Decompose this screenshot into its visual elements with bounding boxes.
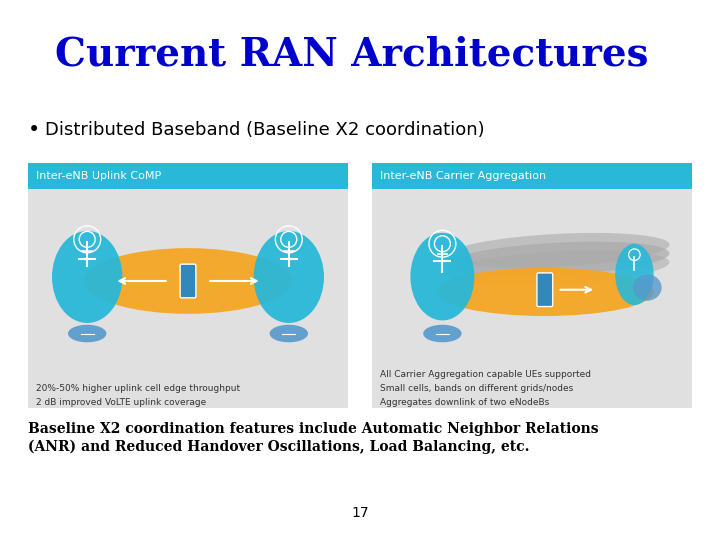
Ellipse shape [410, 233, 474, 320]
Ellipse shape [269, 325, 308, 342]
Text: 17: 17 [351, 506, 369, 520]
Ellipse shape [615, 244, 654, 305]
FancyBboxPatch shape [372, 163, 692, 189]
Text: Aggregates downlink of two eNodeBs: Aggregates downlink of two eNodeBs [380, 398, 549, 407]
Ellipse shape [253, 231, 324, 323]
Text: Baseline X2 coordination features include Automatic Neighbor Relations: Baseline X2 coordination features includ… [28, 422, 598, 436]
Text: Distributed Baseband (Baseline X2 coordination): Distributed Baseband (Baseline X2 coordi… [45, 121, 485, 139]
Text: 2 dB improved VoLTE uplink coverage: 2 dB improved VoLTE uplink coverage [36, 398, 206, 407]
FancyBboxPatch shape [372, 163, 692, 408]
Text: Inter-eNB Carrier Aggregation: Inter-eNB Carrier Aggregation [380, 171, 546, 181]
Ellipse shape [68, 325, 107, 342]
Ellipse shape [423, 325, 462, 342]
Ellipse shape [633, 274, 662, 301]
Text: Inter-eNB Uplink CoMP: Inter-eNB Uplink CoMP [36, 171, 161, 181]
FancyBboxPatch shape [180, 264, 196, 298]
Ellipse shape [436, 268, 654, 316]
Ellipse shape [52, 231, 122, 323]
Text: 20%-50% higher uplink cell edge throughput: 20%-50% higher uplink cell edge throughp… [36, 384, 240, 393]
Text: (ANR) and Reduced Handover Oscillations, Load Balancing, etc.: (ANR) and Reduced Handover Oscillations,… [28, 440, 529, 454]
Text: Small cells, bands on different grids/nodes: Small cells, bands on different grids/no… [380, 384, 573, 393]
Ellipse shape [84, 248, 292, 314]
FancyBboxPatch shape [28, 163, 348, 189]
Text: Current RAN Architectures: Current RAN Architectures [55, 36, 649, 74]
Text: All Carrier Aggregation capable UEs supported: All Carrier Aggregation capable UEs supp… [380, 370, 591, 379]
Ellipse shape [446, 251, 670, 285]
Ellipse shape [446, 242, 670, 276]
FancyBboxPatch shape [28, 163, 348, 408]
Text: •: • [28, 120, 40, 140]
Ellipse shape [446, 233, 670, 268]
FancyBboxPatch shape [537, 273, 553, 307]
